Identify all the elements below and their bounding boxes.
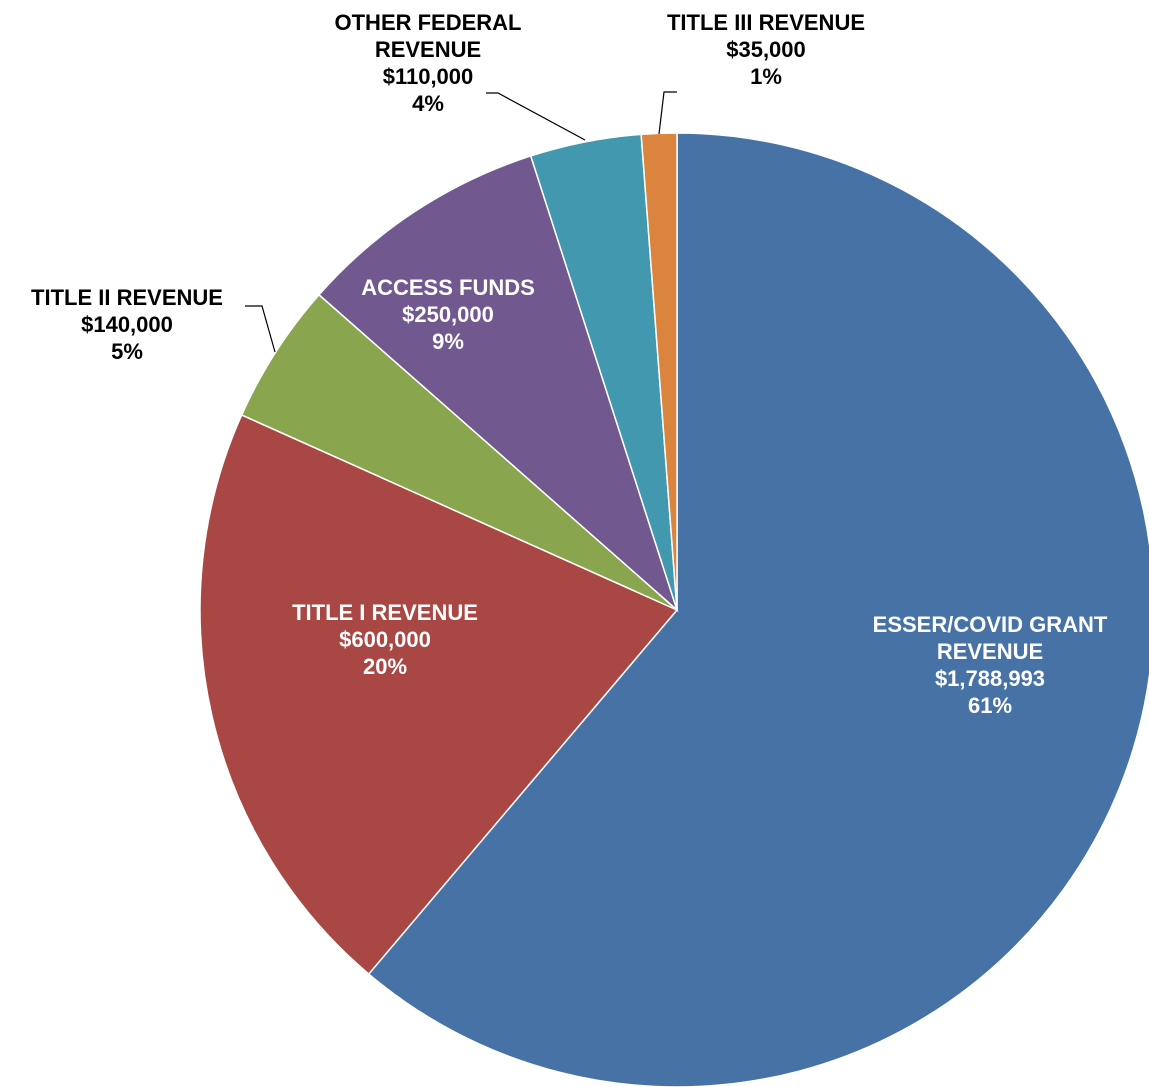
- leader-line-title-iii-revenue: [658, 91, 677, 135]
- pie-slice-title-i-revenue: [199, 413, 679, 976]
- slice-labels: ESSER/COVID GRANT REVENUE $1,788,993 61% TIT…: [31, 10, 1108, 718]
- leader-lines: [245, 91, 677, 353]
- pie-slice-access-funds: [317, 155, 679, 613]
- pie-slices: [199, 132, 1149, 1087]
- data-label-title-i-revenue: TITLE I REVENUE $600,000 20%: [292, 600, 478, 679]
- leader-line-title-ii-revenue: [245, 305, 276, 353]
- data-label-esser-covid-grant-revenue: ESSER/COVID GRANT REVENUE $1,788,993 61%: [873, 612, 1108, 718]
- leader-line-other-federal-revenue: [486, 92, 586, 141]
- data-label-title-iii-revenue: TITLE III REVENUE $35,000 1%: [667, 10, 865, 89]
- data-label-title-ii-revenue: TITLE II REVENUE $140,000 5%: [31, 285, 223, 364]
- data-label-access-funds: ACCESS FUNDS $250,000 9%: [361, 275, 535, 354]
- data-label-other-federal-revenue: OTHER FEDERAL REVENUE $110,000 4%: [335, 10, 522, 116]
- pie-slice-esser-covid-grant-revenue: [367, 132, 1149, 1087]
